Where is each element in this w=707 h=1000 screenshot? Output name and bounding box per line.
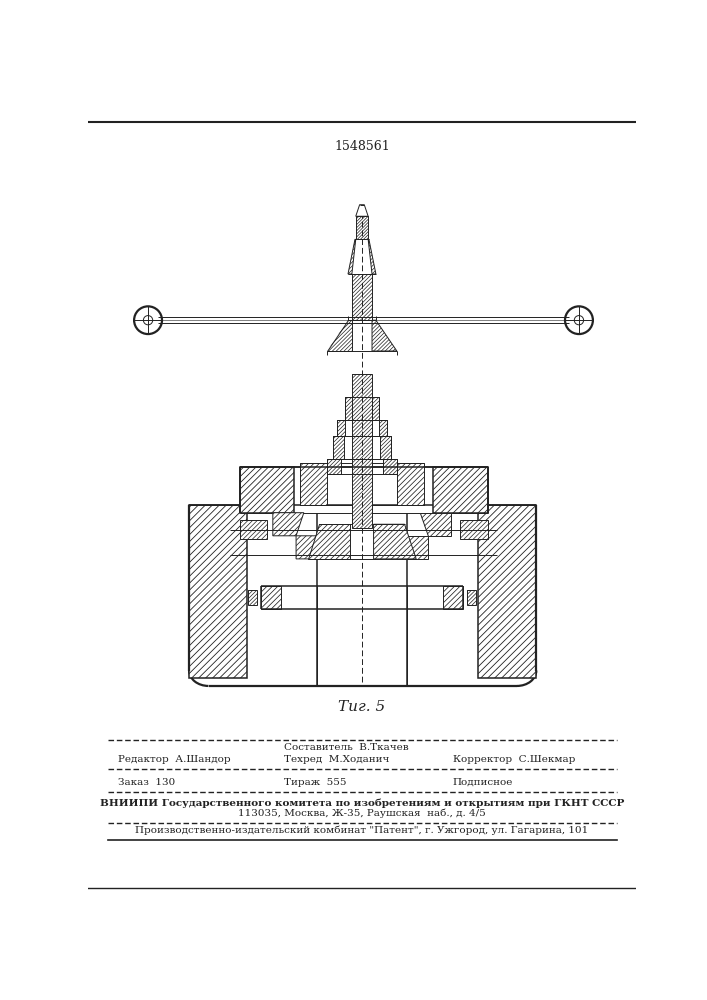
Polygon shape <box>296 536 320 559</box>
Text: Производственно-издательский комбинат "Патент", г. Ужгород, ул. Гагарина, 101: Производственно-издательский комбинат "П… <box>135 826 588 835</box>
Text: Корректор  С.Шекмар: Корректор С.Шекмар <box>452 755 575 764</box>
Polygon shape <box>443 586 462 609</box>
Polygon shape <box>380 436 392 459</box>
Polygon shape <box>372 320 397 351</box>
Circle shape <box>486 527 492 533</box>
Polygon shape <box>356 205 368 216</box>
Polygon shape <box>327 320 352 351</box>
Polygon shape <box>420 513 451 536</box>
Polygon shape <box>460 520 488 539</box>
Polygon shape <box>372 397 379 420</box>
Polygon shape <box>308 524 351 559</box>
Polygon shape <box>373 524 416 559</box>
Circle shape <box>235 527 241 533</box>
Circle shape <box>230 547 246 563</box>
Text: Τиг. 5: Τиг. 5 <box>339 700 385 714</box>
Polygon shape <box>379 420 387 436</box>
Polygon shape <box>189 505 247 678</box>
Polygon shape <box>352 274 372 320</box>
Polygon shape <box>356 216 368 239</box>
Text: ВНИИПИ Государственного комитета по изобретениям и открытиям при ГКНТ СССР: ВНИИПИ Государственного комитета по изоб… <box>100 798 624 808</box>
Text: Тираж  555: Тираж 555 <box>284 778 347 787</box>
Polygon shape <box>352 374 372 528</box>
Text: Подписное: Подписное <box>452 778 513 787</box>
Polygon shape <box>337 420 345 436</box>
Polygon shape <box>368 239 376 274</box>
Circle shape <box>486 552 492 558</box>
Polygon shape <box>332 436 344 459</box>
Polygon shape <box>345 397 352 420</box>
Polygon shape <box>327 459 341 474</box>
Polygon shape <box>240 520 267 539</box>
Text: Заказ  130: Заказ 130 <box>118 778 175 787</box>
Circle shape <box>235 552 241 558</box>
Text: 1548561: 1548561 <box>334 140 390 153</box>
Polygon shape <box>261 586 281 609</box>
Polygon shape <box>273 513 304 536</box>
Polygon shape <box>348 239 356 274</box>
Polygon shape <box>478 505 537 678</box>
Polygon shape <box>300 463 327 505</box>
Polygon shape <box>383 459 397 474</box>
Text: Составитель  В.Ткачев: Составитель В.Ткачев <box>284 743 409 752</box>
Circle shape <box>481 547 497 563</box>
Text: 113035, Москва, Ж-35, Раушская  наб., д. 4/5: 113035, Москва, Ж-35, Раушская наб., д. … <box>238 808 486 818</box>
Circle shape <box>230 522 246 537</box>
Polygon shape <box>467 590 476 605</box>
Polygon shape <box>397 463 424 505</box>
Polygon shape <box>433 466 488 513</box>
Text: Техред  М.Ходанич: Техред М.Ходанич <box>284 755 390 764</box>
Polygon shape <box>240 466 293 513</box>
Circle shape <box>481 522 497 537</box>
Polygon shape <box>248 590 257 605</box>
Polygon shape <box>404 536 428 559</box>
Text: Редактор  А.Шандор: Редактор А.Шандор <box>118 755 230 764</box>
